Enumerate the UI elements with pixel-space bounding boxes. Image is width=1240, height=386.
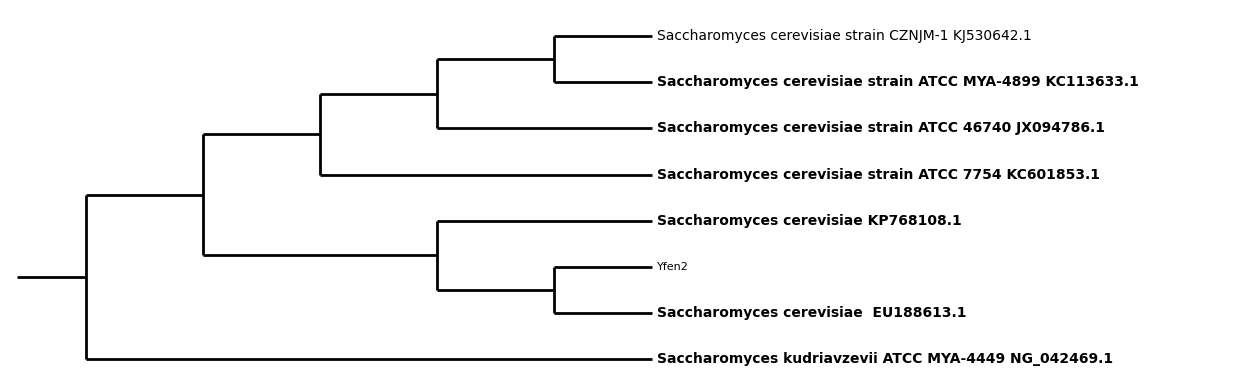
Text: Saccharomyces cerevisiae  EU188613.1: Saccharomyces cerevisiae EU188613.1	[657, 306, 966, 320]
Text: Saccharomyces cerevisiae strain ATCC 7754 KC601853.1: Saccharomyces cerevisiae strain ATCC 775…	[657, 168, 1100, 181]
Text: Yfen2: Yfen2	[657, 262, 688, 272]
Text: Saccharomyces kudriavzevii ATCC MYA-4449 NG_042469.1: Saccharomyces kudriavzevii ATCC MYA-4449…	[657, 352, 1112, 366]
Text: Saccharomyces cerevisiae KP768108.1: Saccharomyces cerevisiae KP768108.1	[657, 214, 961, 228]
Text: Saccharomyces cerevisiae strain ATCC MYA-4899 KC113633.1: Saccharomyces cerevisiae strain ATCC MYA…	[657, 75, 1138, 89]
Text: Saccharomyces cerevisiae strain ATCC 46740 JX094786.1: Saccharomyces cerevisiae strain ATCC 467…	[657, 122, 1105, 135]
Text: Saccharomyces cerevisiae strain CZNJM-1 KJ530642.1: Saccharomyces cerevisiae strain CZNJM-1 …	[657, 29, 1032, 43]
